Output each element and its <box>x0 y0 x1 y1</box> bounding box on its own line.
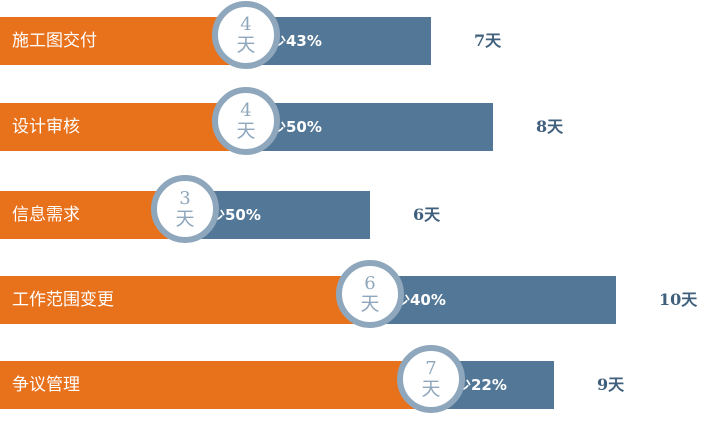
total-duration-label: 9天 <box>597 375 625 394</box>
bar-row: 争议管理 减少22% 7 天 9天 <box>0 345 706 413</box>
bar-row: 工作范围变更 减少40% 6 天 10天 <box>0 260 706 328</box>
category-label: 争议管理 <box>12 375 80 395</box>
duration-value: 7 <box>425 358 437 379</box>
bar-after-segment <box>0 361 439 409</box>
category-label: 信息需求 <box>12 205 80 225</box>
duration-unit: 天 <box>421 378 441 400</box>
bar-row: 设计审核 减少50% 4 天 8天 <box>0 87 706 155</box>
duration-unit: 天 <box>236 120 256 142</box>
bar-row: 施工图交付 减少43% 4 天 7天 <box>0 1 706 69</box>
bar-row: 信息需求 减少50% 3 天 6天 <box>0 175 706 243</box>
duration-value: 6 <box>364 273 376 294</box>
category-label: 设计审核 <box>12 117 80 137</box>
bar-reduction-segment <box>246 103 493 151</box>
category-label: 工作范围变更 <box>12 290 114 310</box>
total-duration-label: 6天 <box>413 205 441 224</box>
bar-after-segment <box>0 17 254 65</box>
total-duration-label: 10天 <box>659 290 698 309</box>
bar-reduction-segment <box>370 276 616 324</box>
total-duration-label: 7天 <box>474 31 502 50</box>
bar-after-segment <box>0 276 378 324</box>
duration-unit: 天 <box>175 208 195 230</box>
total-duration-label: 8天 <box>536 117 564 136</box>
category-label: 施工图交付 <box>12 31 97 51</box>
duration-value: 4 <box>240 14 252 35</box>
duration-unit: 天 <box>360 293 380 315</box>
duration-value: 3 <box>179 188 191 209</box>
duration-unit: 天 <box>236 34 256 56</box>
duration-value: 4 <box>240 100 252 121</box>
bar-after-segment <box>0 103 254 151</box>
